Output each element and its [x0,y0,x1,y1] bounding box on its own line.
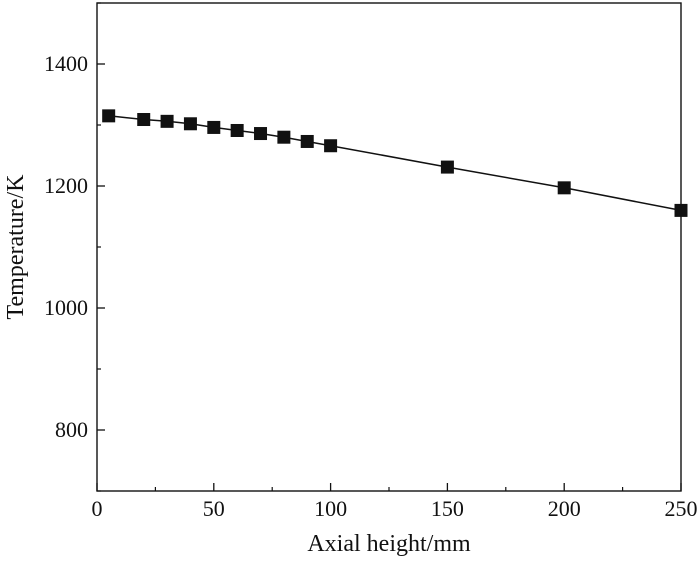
x-tick-marks [96,483,682,491]
data-point-marker [160,114,174,128]
plot-frame [96,2,682,492]
y-tick-marks [97,2,105,492]
data-point-marker [557,181,571,195]
data-point-marker [102,109,116,123]
data-point-marker [440,160,454,174]
x-tick-label: 50 [203,496,225,521]
y-axis-label: Temperature/K [3,174,29,320]
y-tick-label: 800 [55,417,88,442]
y-tick-label: 1000 [44,295,88,320]
data-point-marker [183,117,197,131]
x-tick-label: 0 [92,496,103,521]
x-tick-label: 250 [665,496,698,521]
y-tick-label: 1200 [44,173,88,198]
y-tick-label: 1400 [44,51,88,76]
y-tick-labels: 800 1000 1200 1400 [44,51,88,442]
data-point-marker [277,130,291,144]
data-point-marker [300,134,314,148]
x-tick-label: 150 [431,496,464,521]
x-axis-label: Axial height/mm [307,531,471,556]
data-point-marker [137,113,151,127]
data-point-marker [254,127,268,141]
x-tick-label: 200 [548,496,581,521]
x-tick-label: 100 [314,496,347,521]
series-layer [102,109,688,217]
x-tick-labels: 0 50 100 150 200 250 [92,496,698,521]
data-point-marker [324,139,338,153]
data-point-marker [230,123,244,137]
data-point-marker [207,120,221,134]
